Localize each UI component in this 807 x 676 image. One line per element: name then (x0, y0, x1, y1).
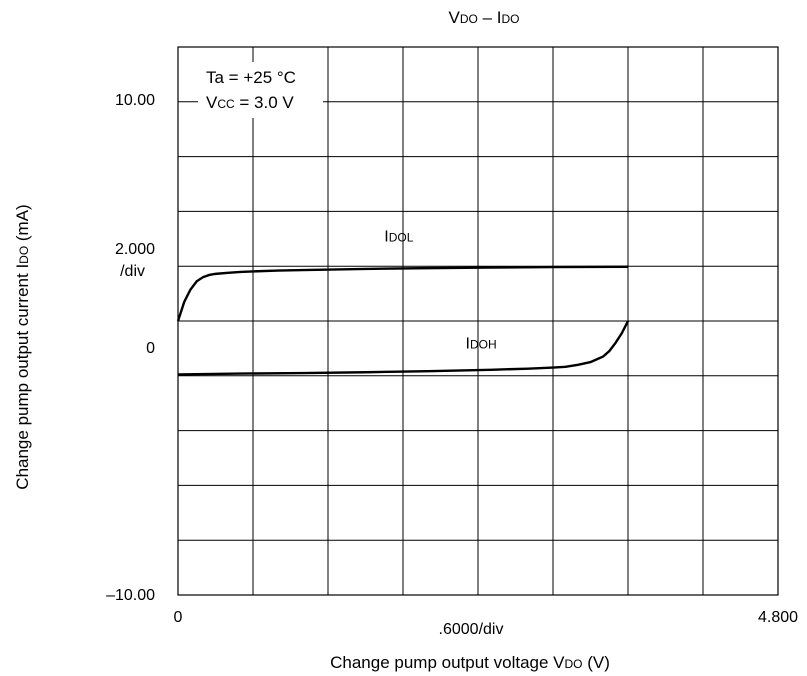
series-line-idoh (177, 320, 630, 376)
series-label-idoh: IDOH (466, 335, 497, 352)
y-tick-div-unit: /div (120, 263, 145, 280)
x-axis-label: Change pump output voltage VDO (V) (330, 653, 610, 672)
annotation-supply-voltage: VCC = 3.0 V (206, 93, 294, 112)
series-labels: IDOL IDOH (384, 229, 496, 353)
annotation-background (198, 62, 323, 118)
series-line-idol (176, 265, 629, 322)
y-tick-max: 10.00 (115, 92, 155, 109)
grid (177, 46, 779, 596)
y-tick-min: –10.00 (106, 587, 155, 604)
plot-area (176, 265, 630, 376)
x-tick-div: .6000/div (439, 621, 504, 638)
y-tick-zero: 0 (146, 340, 155, 357)
y-tick-div-value: 2.000 (115, 241, 155, 258)
series-label-idol: IDOL (384, 229, 413, 246)
x-tick-min: 0 (174, 609, 183, 626)
conditions-annotation: Ta = +25 °C VCC = 3.0 V (198, 62, 323, 118)
x-tick-max: 4.800 (758, 609, 798, 626)
annotation-temperature: Ta = +25 °C (206, 68, 296, 87)
y-axis-label: Change pump output current IDO (mA) (13, 204, 32, 489)
chart-title: VDO – IDO (449, 8, 520, 27)
